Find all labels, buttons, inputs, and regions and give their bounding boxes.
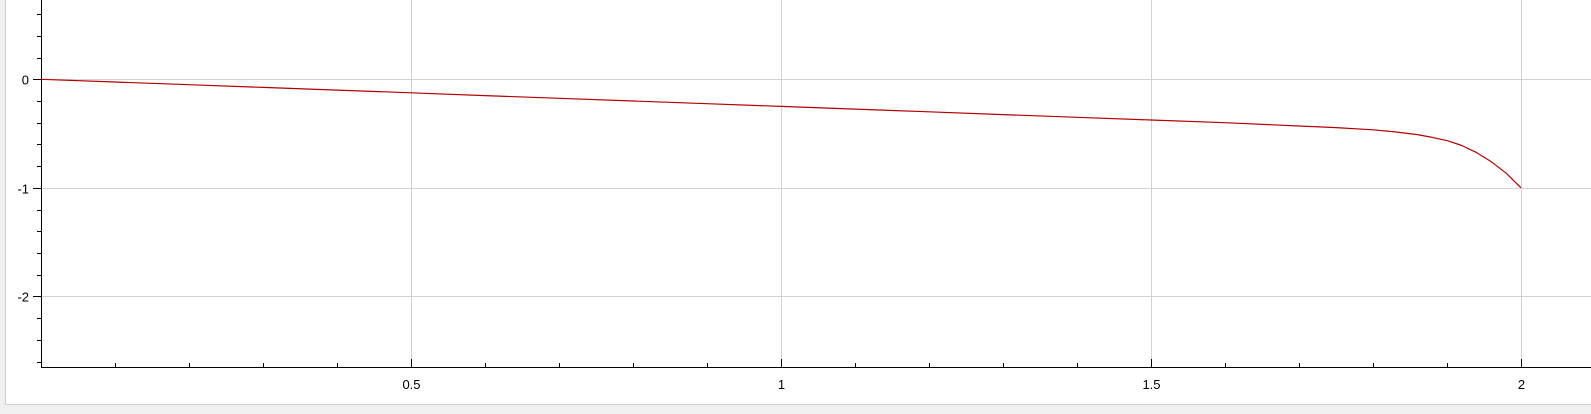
- plot-panel: [5, 0, 1591, 405]
- x-tick-label: 1.5: [1142, 377, 1160, 392]
- x-tick-label: 0.5: [402, 377, 420, 392]
- y-tick-label: -2: [17, 290, 29, 305]
- axes: [33, 0, 1591, 368]
- x-tick-label: 2: [1518, 377, 1525, 392]
- y-tick-label: 0: [22, 73, 29, 88]
- x-tick-label: 1: [778, 377, 785, 392]
- tick-labels: 0.5 1 1.5 2 0 -1 -2: [17, 73, 1525, 393]
- series: [40, 78, 1522, 189]
- grid: [41, 0, 1591, 367]
- series-line: [40, 78, 1522, 189]
- y-tick-label: -1: [17, 182, 29, 197]
